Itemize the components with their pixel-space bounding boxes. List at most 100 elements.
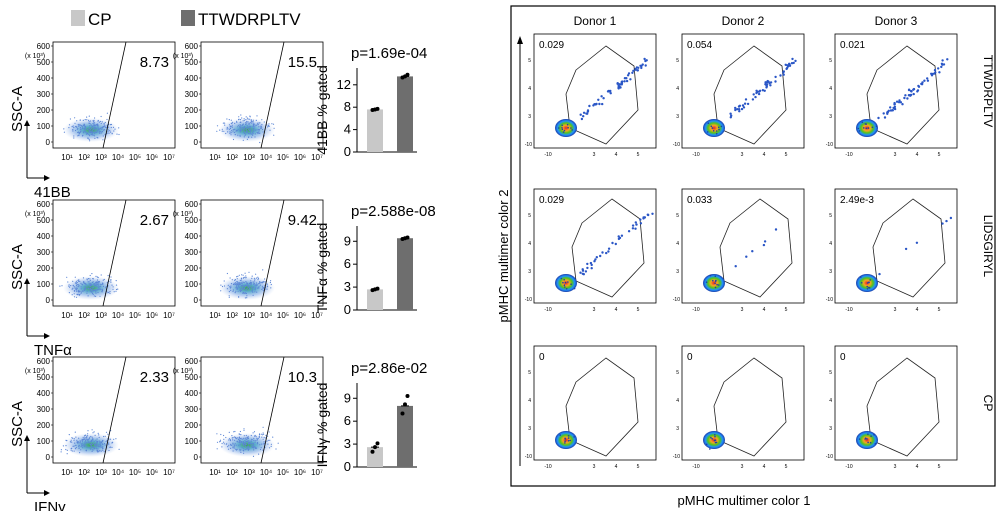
- event-dot: [269, 439, 271, 441]
- event-dot: [256, 441, 259, 444]
- event-dot: [230, 443, 232, 445]
- event-dot: [253, 449, 255, 451]
- event-dot: [567, 281, 569, 283]
- event-dot: [231, 279, 233, 281]
- event-dot: [100, 450, 102, 452]
- event-dot: [71, 441, 73, 443]
- event-dot: [867, 127, 870, 129]
- event-dot: [95, 124, 97, 126]
- tick-label: 3: [676, 269, 679, 275]
- event-dot: [268, 125, 270, 127]
- event-dot: [858, 130, 861, 132]
- positive-event: [921, 81, 924, 84]
- event-dot: [245, 277, 247, 279]
- event-dot: [233, 444, 235, 446]
- event-dot: [91, 292, 94, 294]
- event-dot: [97, 281, 99, 283]
- event-dot: [77, 123, 79, 126]
- event-dot: [247, 448, 249, 450]
- event-dot: [93, 120, 95, 122]
- event-dot: [82, 277, 85, 279]
- event-dot: [230, 283, 233, 285]
- plot-frame: [834, 188, 958, 304]
- positive-event: [586, 262, 589, 266]
- event-dot: [112, 286, 114, 288]
- event-dot: [245, 289, 247, 292]
- bar-chart: p=1.69e-04 0 4 8 12 41BB % gated: [314, 45, 427, 159]
- positive-event: [734, 106, 737, 110]
- event-dot: [242, 120, 244, 122]
- event-dot: [560, 277, 563, 280]
- gate-polygon: [565, 45, 639, 145]
- event-dot: [245, 116, 247, 118]
- event-dot: [105, 127, 108, 129]
- event-dot: [92, 432, 94, 434]
- x-tick-label: 10⁶: [146, 468, 158, 477]
- event-dot: [78, 291, 80, 293]
- event-dot: [91, 450, 93, 452]
- gate-polygon: [872, 198, 946, 298]
- event-dot: [110, 123, 113, 126]
- event-dot: [858, 438, 861, 440]
- event-dot: [714, 282, 716, 285]
- event-dot: [245, 443, 247, 445]
- event-dot: [252, 127, 254, 129]
- event-dot: [245, 448, 248, 450]
- event-dot: [102, 279, 104, 281]
- plot-frame: [533, 33, 657, 149]
- positive-event: [608, 90, 611, 93]
- event-dot: [87, 128, 89, 131]
- event-dot: [255, 435, 257, 438]
- x-tick-label: 10³: [243, 468, 255, 477]
- event-dot: [243, 130, 245, 132]
- event-dot: [237, 290, 239, 292]
- positive-event: [782, 70, 785, 73]
- tick-label: -10: [525, 297, 532, 303]
- positive-event: [743, 102, 747, 105]
- event-dot: [87, 440, 89, 442]
- y-tick-label: 200: [37, 421, 51, 430]
- event-dot: [105, 285, 107, 287]
- event-dot: [246, 117, 249, 119]
- event-dot: [88, 135, 91, 137]
- event-dot: [236, 120, 238, 122]
- tick-label: 5: [829, 370, 832, 376]
- event-dot: [238, 437, 240, 439]
- tick-label: 5: [528, 213, 531, 219]
- y-tick-label: 6: [344, 413, 351, 428]
- event-dot: [705, 281, 708, 284]
- event-dot: [258, 129, 260, 131]
- x-tick-label: 10¹: [209, 311, 221, 320]
- positive-event: [590, 267, 593, 270]
- positive-event: [766, 80, 769, 84]
- event-dot: [236, 278, 238, 280]
- event-dot: [97, 444, 100, 446]
- event-dot: [92, 122, 94, 125]
- event-dot: [68, 434, 70, 436]
- event-dot: [227, 284, 229, 286]
- y-tick-label: 100: [185, 437, 199, 446]
- positive-event: [907, 94, 911, 97]
- y-tick-label: 200: [37, 106, 51, 115]
- gate-percent: 9.42: [288, 212, 317, 229]
- positive-event: [582, 273, 585, 276]
- event-dot: [262, 443, 264, 445]
- event-dot: [99, 442, 101, 444]
- event-dot: [113, 130, 115, 132]
- event-dot: [110, 131, 112, 133]
- event-dot: [252, 121, 254, 123]
- event-dot: [224, 124, 226, 126]
- event-dot: [225, 436, 227, 439]
- plot-frame: [681, 188, 805, 304]
- event-dot: [234, 279, 236, 281]
- y-tick-label: 6: [344, 256, 351, 271]
- tick-label: -10: [673, 297, 680, 303]
- event-dot: [570, 127, 572, 129]
- positive-event: [926, 77, 929, 80]
- tick-label: 4: [676, 241, 679, 247]
- positive-event: [625, 79, 629, 83]
- event-dot: [250, 281, 252, 284]
- positive-event: [937, 67, 940, 70]
- event-dot: [110, 281, 112, 283]
- positive-event: [636, 69, 639, 72]
